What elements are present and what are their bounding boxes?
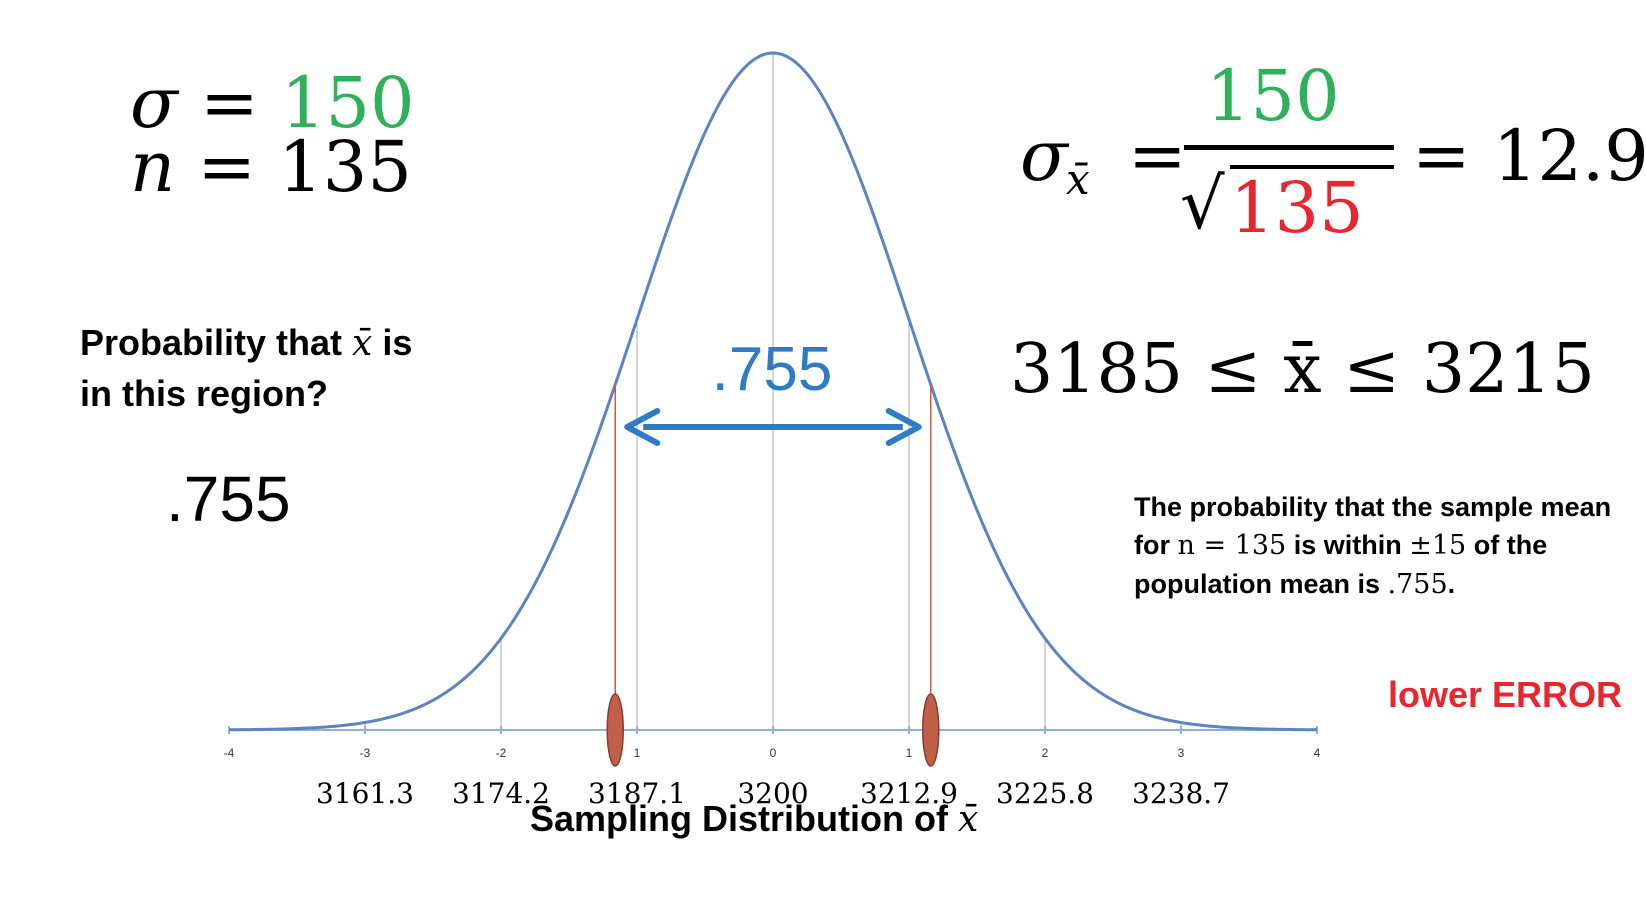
n-symbol: n	[130, 126, 176, 208]
z-tick-label: 4	[1314, 746, 1321, 760]
grid-layer	[364, 53, 1182, 730]
conclusion-text: The probability that the sample mean for…	[1134, 488, 1634, 604]
xbar-value-label: 3238.7	[1132, 777, 1230, 810]
arrow-layer	[624, 408, 922, 446]
sigma-symbol: σ	[130, 62, 178, 144]
region-bound-marker	[922, 693, 940, 767]
sentence-math: ±15	[1409, 530, 1467, 561]
question-part: Probability that	[80, 322, 353, 363]
xbar-value-label: 3200	[737, 777, 808, 810]
standard-error-formula: σ x̄ = 150 √ 135 = 12.9	[1020, 55, 1646, 255]
chart-title-text: Sampling Distribution of	[530, 798, 958, 839]
xbar-value-label: 3225.8	[996, 777, 1094, 810]
chart-title-xbar: x̄	[957, 799, 979, 840]
z-tick-label: 1	[634, 746, 641, 760]
sentence-math: .755	[1387, 569, 1448, 600]
region-arrow-left-head	[624, 408, 661, 446]
xbar-value-label: 3212.9	[860, 777, 958, 810]
z-tick-label: -2	[496, 746, 507, 760]
xbar-value-label: 3174.2	[452, 777, 550, 810]
formula-subscript: x̄	[1066, 155, 1090, 204]
region-bound-marker	[606, 693, 624, 767]
curve-layer	[228, 51, 1318, 732]
z-tick-label: -3	[360, 746, 371, 760]
z-tick-label: 0	[770, 746, 777, 760]
sqrt-sign: √	[1180, 163, 1225, 245]
equals-sign: =	[197, 126, 279, 208]
formula-denominator: 135	[1230, 167, 1364, 249]
equals-sign: =	[200, 62, 281, 144]
xbar-value-label: 3187.1	[588, 777, 686, 810]
chart-title: Sampling Distribution of x̄	[530, 798, 978, 840]
sentence-part: of the population mean is	[1134, 530, 1548, 599]
bound-layer	[606, 384, 940, 767]
region-arrow-right-head	[885, 408, 922, 446]
sentence-part: is within	[1286, 530, 1410, 560]
question-xbar: x̄	[352, 323, 373, 364]
region-probability-label: .755	[712, 335, 833, 404]
question-line2: in this region?	[80, 373, 328, 414]
formula-numerator: 150	[1206, 55, 1340, 137]
inequality: 3185 ≤ x̄ ≤ 3215	[1010, 330, 1595, 409]
normal-curve	[228, 51, 1318, 732]
z-tick-label: 3	[1178, 746, 1185, 760]
z-tick-label: 1	[906, 746, 913, 760]
z-tick-label: 2	[1042, 746, 1049, 760]
formula-equals: =	[1128, 115, 1187, 197]
sigma-line: σ = 150	[130, 68, 415, 138]
z-tick-label: -4	[224, 746, 235, 760]
sentence-part: .	[1447, 569, 1456, 599]
sentence-math: n = 135	[1177, 530, 1287, 561]
fraction-bar	[1184, 145, 1394, 150]
lower-error-note: lower ERROR	[1388, 674, 1623, 715]
question-part: is	[372, 322, 413, 363]
sqrt-bar	[1230, 165, 1394, 169]
n-line: n = 135	[130, 132, 412, 202]
n-value: 135	[278, 126, 412, 208]
formula-result: = 12.9	[1412, 115, 1646, 197]
answer-value: .755	[166, 463, 291, 535]
xbar-value-label: 3161.3	[316, 777, 414, 810]
sentence-part: The probability that the sample mean for	[1134, 492, 1612, 560]
axis-layer: -4 -3 -2 1 0 1 2 3 4 3161.3 3174.2 3187.1 3200 3212.9…	[224, 726, 1321, 810]
question-text: Probability that x̄ is in this region?	[80, 318, 480, 419]
sigma-value: 150	[280, 62, 415, 144]
formula-sigma: σ	[1020, 115, 1068, 197]
